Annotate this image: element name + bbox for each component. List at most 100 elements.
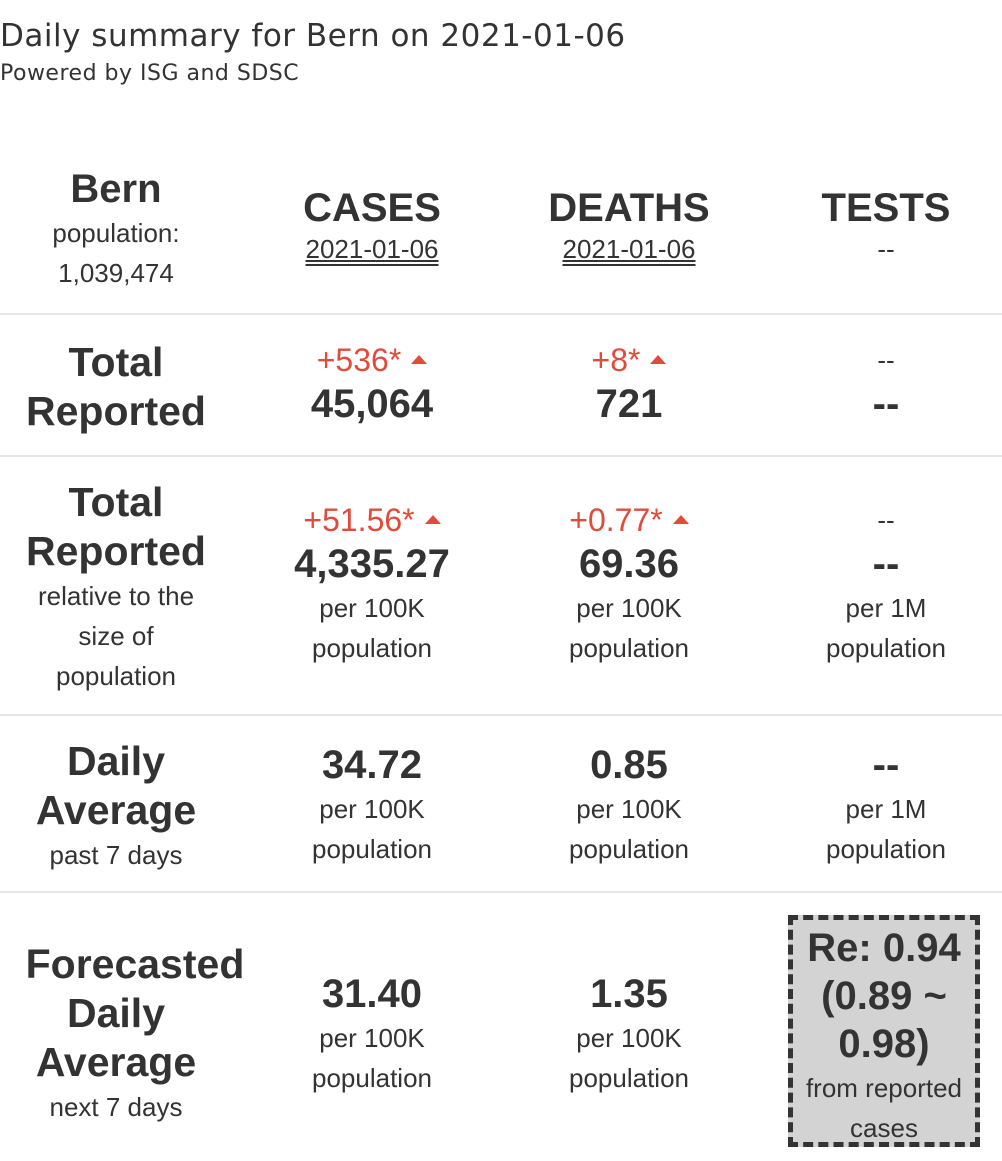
daily-cases-cell: 34.72 per 100K population [244, 741, 500, 869]
cases-daily-value: 34.72 [321, 743, 423, 787]
re-source: cases [850, 1113, 918, 1143]
relative-deaths-cell: +0.77* 69.36 per 100K population [500, 500, 758, 668]
deaths-label: DEATHS [548, 186, 710, 230]
page-subtitle: Powered by ISG and SDSC [0, 61, 300, 86]
row-label-line: Total [68, 339, 164, 385]
deaths-total: 721 [595, 382, 663, 426]
row-label-line: Total [68, 479, 164, 525]
deaths-daily-value: 0.85 [590, 743, 668, 787]
re-interval-end: 0.98) [838, 1022, 930, 1066]
total-cases-cell: +536* 45,064 [244, 340, 500, 428]
cases-relative-delta-text: +51.56* [303, 502, 415, 538]
row-desc-line: relative to the [37, 581, 195, 611]
cases-header: CASES 2021-01-06 [244, 184, 500, 266]
unit-label: per 100K [576, 593, 682, 623]
deaths-forecast-value: 1.35 [590, 972, 668, 1016]
cases-label: CASES [303, 186, 441, 230]
deaths-relative-delta-text: +0.77* [569, 502, 663, 538]
unit-label: per 100K [576, 1023, 682, 1053]
row-label-line: Forecasted [25, 941, 245, 987]
forecast-row: Forecasted Daily Average next 7 days 31.… [0, 894, 1002, 1161]
unit-label: population [826, 834, 946, 864]
page-title: Daily summary for Bern on 2021-01-06 [0, 18, 626, 54]
daily-deaths-cell: 0.85 per 100K population [500, 741, 758, 869]
deaths-header: DEATHS 2021-01-06 [500, 184, 758, 266]
relative-tests-cell: -- -- per 1M population [758, 500, 1002, 668]
divider [0, 313, 1002, 315]
increase-arrow-icon [411, 355, 428, 365]
row-desc-line: past 7 days [49, 840, 183, 870]
cases-delta-text: +536* [316, 342, 402, 378]
total-reported-row: Total Reported +536* 45,064 +8* 721 -- -… [0, 316, 1002, 454]
deaths-date-link[interactable]: 2021-01-06 [562, 234, 696, 264]
row-label-line: Average [35, 1039, 197, 1085]
increase-arrow-icon [672, 515, 689, 525]
row-label-line: Average [35, 787, 197, 833]
re-estimate-box: Re: 0.94 (0.89 ~ 0.98) from reported cas… [788, 915, 980, 1147]
forecast-label: Forecasted Daily Average next 7 days [0, 940, 270, 1127]
unit-label: population [569, 1063, 689, 1093]
tests-delta: -- [877, 345, 895, 375]
unit-label: population [312, 1063, 432, 1093]
deaths-relative-delta: +0.77* [500, 500, 758, 540]
header-row: Bern population: 1,039,474 CASES 2021-01… [0, 160, 1002, 310]
relative-cases-cell: +51.56* 4,335.27 per 100K population [244, 500, 500, 668]
row-label-line: Daily [67, 990, 165, 1036]
tests-date: -- [877, 234, 895, 264]
divider [0, 455, 1002, 457]
total-deaths-cell: +8* 721 [500, 340, 758, 428]
cases-relative-delta: +51.56* [244, 500, 500, 540]
relative-row: Total Reported relative to the size of p… [0, 458, 1002, 714]
tests-label: TESTS [821, 186, 951, 230]
deaths-relative-value: 69.36 [578, 542, 680, 586]
re-interval-start: (0.89 ~ [821, 974, 947, 1018]
cases-relative-value: 4,335.27 [294, 542, 450, 586]
forecast-deaths-cell: 1.35 per 100K population [500, 970, 758, 1098]
cases-date-link[interactable]: 2021-01-06 [305, 234, 439, 264]
forecast-cases-cell: 31.40 per 100K population [244, 970, 500, 1098]
unit-label: population [312, 633, 432, 663]
daily-average-row: Daily Average past 7 days 34.72 per 100K… [0, 717, 1002, 891]
daily-average-label: Daily Average past 7 days [0, 737, 232, 875]
total-reported-label: Total Reported [0, 338, 232, 436]
population-value: 1,039,474 [58, 258, 174, 288]
unit-label: per 100K [319, 593, 425, 623]
population-label: population: [52, 218, 180, 248]
row-desc-line: population [56, 661, 176, 691]
deaths-delta: +8* [500, 340, 758, 380]
unit-label: population [569, 633, 689, 663]
cases-total: 45,064 [310, 382, 434, 426]
increase-arrow-icon [424, 515, 441, 525]
relative-label: Total Reported relative to the size of p… [0, 478, 232, 696]
unit-label: per 1M [845, 593, 927, 623]
increase-arrow-icon [650, 355, 667, 365]
unit-label: population [569, 834, 689, 864]
tests-daily-value: -- [872, 743, 900, 787]
tests-relative-delta: -- [877, 505, 895, 535]
re-value: Re: 0.94 [807, 926, 961, 970]
cases-forecast-value: 31.40 [321, 972, 423, 1016]
row-label-line: Daily [67, 738, 165, 784]
daily-tests-cell: -- per 1M population [758, 741, 1002, 869]
deaths-delta-text: +8* [591, 342, 641, 378]
re-source: from reported [805, 1073, 963, 1103]
region-cell: Bern population: 1,039,474 [0, 165, 232, 293]
unit-label: per 100K [319, 794, 425, 824]
tests-header: TESTS -- [758, 184, 1002, 266]
divider [0, 714, 1002, 716]
tests-total: -- [872, 382, 900, 426]
row-desc-line: size of [78, 621, 154, 651]
unit-label: per 100K [319, 1023, 425, 1053]
tests-relative-value: -- [872, 542, 900, 586]
unit-label: population [312, 834, 432, 864]
unit-label: population [826, 633, 946, 663]
total-tests-cell: -- -- [758, 340, 1002, 428]
row-desc-line: next 7 days [49, 1092, 183, 1122]
unit-label: per 1M [845, 794, 927, 824]
unit-label: per 100K [576, 794, 682, 824]
cases-delta: +536* [244, 340, 500, 380]
row-label-line: Reported [26, 528, 206, 574]
region-name: Bern [70, 167, 162, 211]
row-label-line: Reported [26, 388, 206, 434]
divider [0, 891, 1002, 893]
